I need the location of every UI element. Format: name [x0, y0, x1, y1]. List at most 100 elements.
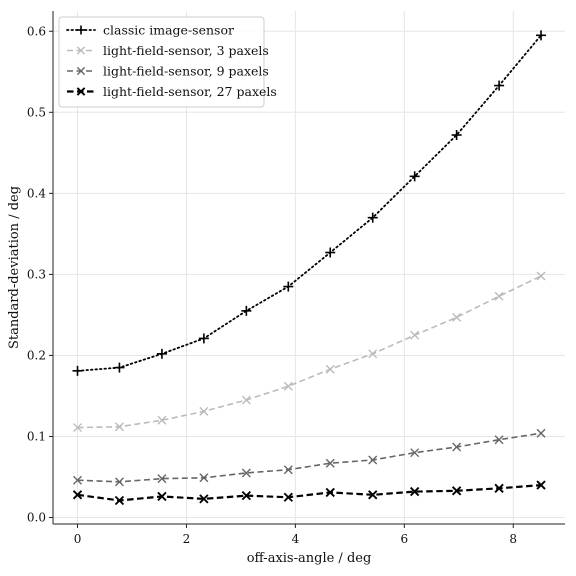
data-point [325, 458, 335, 468]
point-marker-b [73, 423, 83, 433]
point-marker-b [241, 395, 251, 405]
data-point [325, 247, 336, 258]
series-line [76, 34, 542, 372]
data-point [536, 30, 547, 41]
point-marker-b [199, 473, 209, 483]
data-point [409, 171, 420, 182]
data-point [536, 428, 546, 438]
data-point [409, 486, 420, 497]
legend-entry: classic image-sensor [66, 23, 234, 38]
point-marker-b [114, 477, 124, 487]
series-line [77, 484, 542, 502]
data-point [451, 486, 462, 496]
legend-label: light-field-sensor, 27 paxels [103, 84, 277, 99]
data-point [114, 362, 125, 373]
point-marker-b [368, 455, 378, 465]
axis-labels: off-axis-angle / deg Standard-deviation … [7, 186, 371, 566]
data-point [114, 477, 124, 487]
point-marker-b [72, 490, 83, 500]
point-marker-b [410, 330, 420, 340]
y-tick-label: 0.2 [27, 348, 46, 362]
data-point [241, 468, 251, 478]
series-0 [72, 30, 547, 376]
data-point [536, 480, 546, 490]
data-point [368, 455, 378, 465]
point-marker-b [368, 490, 378, 500]
legend-swatch-marker-b [76, 87, 86, 96]
data-point [325, 487, 335, 498]
point-marker-b [283, 381, 293, 391]
point-marker-b [494, 291, 504, 301]
data-point [198, 333, 209, 344]
point-marker-b [409, 486, 420, 497]
series-line [77, 275, 542, 429]
point-marker-b [114, 495, 125, 506]
x-tick-label: 8 [509, 532, 517, 546]
x-axis-label: off-axis-angle / deg [247, 551, 372, 566]
point-marker-b [199, 406, 209, 416]
y-tick-label: 0.5 [27, 105, 46, 119]
series-3 [72, 480, 546, 506]
axes: 0 2 4 6 8 0.0 0.1 0.2 0.3 0.4 0.5 0.6 [27, 11, 565, 546]
point-marker-b [283, 465, 293, 475]
point-marker-b [452, 312, 462, 322]
data-point [283, 465, 293, 475]
legend-label: classic image-sensor [103, 23, 234, 38]
data-point [241, 395, 251, 405]
data-point [494, 291, 504, 301]
data-point [72, 365, 83, 376]
data-point [73, 475, 83, 485]
data-point [283, 281, 294, 292]
y-axis-label: Standard-deviation / deg [7, 186, 22, 349]
data-point [157, 474, 167, 484]
point-marker-b [325, 487, 335, 498]
data-point [451, 129, 462, 140]
legend-label: light-field-sensor, 3 paxels [103, 43, 269, 58]
point-marker-b [157, 415, 167, 425]
point-marker-b [325, 364, 335, 374]
point-marker-b [494, 483, 504, 494]
data-point [452, 312, 462, 322]
point-marker-b [199, 494, 209, 504]
data-point [156, 348, 167, 359]
data-point [283, 381, 293, 391]
point-marker-b [157, 474, 167, 484]
x-tick-label: 6 [400, 532, 408, 546]
series-lines [72, 30, 547, 506]
data-point [410, 330, 420, 340]
data-point [199, 406, 209, 416]
point-marker-b [410, 448, 420, 458]
legend-swatch-marker-b [76, 46, 86, 55]
y-tick-label: 0.4 [27, 186, 46, 200]
legend-entry: light-field-sensor, 27 paxels [67, 84, 277, 99]
data-point [241, 305, 252, 316]
data-point [410, 448, 420, 458]
series-line [77, 432, 542, 483]
data-point [536, 271, 546, 281]
point-marker-b [73, 475, 83, 485]
point-marker-b [368, 349, 378, 359]
data-point [494, 435, 504, 445]
data-point [494, 80, 505, 91]
y-tick-label: 0.0 [27, 511, 46, 525]
series-2 [73, 428, 546, 487]
data-point [452, 442, 462, 452]
legend-box [58, 16, 265, 108]
point-marker-b [325, 458, 335, 468]
point-marker-b [494, 435, 504, 445]
legend-label: light-field-sensor, 9 paxels [103, 64, 269, 79]
y-tick-label: 0.6 [27, 24, 46, 38]
point-marker-b [452, 442, 462, 452]
x-tick-label: 0 [74, 532, 82, 546]
data-point [367, 212, 378, 223]
data-point [241, 490, 252, 501]
data-point [325, 364, 335, 374]
legend-swatch-marker-b [76, 66, 86, 76]
point-marker-b [114, 422, 124, 432]
data-point [494, 483, 504, 494]
point-marker-b [536, 271, 546, 281]
point-marker-b [536, 480, 546, 490]
data-point [157, 491, 167, 502]
